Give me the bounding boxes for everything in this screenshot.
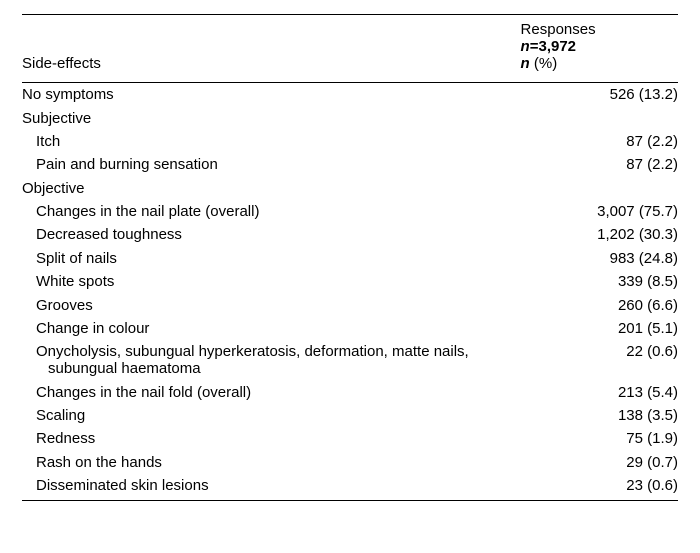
row-label: Rash on the hands xyxy=(22,454,521,471)
table-row: Disseminated skin lesions23 (0.6) xyxy=(22,474,678,501)
table-row: Onycholysis, subungual hyperkeratosis, d… xyxy=(22,340,678,380)
row-label: Objective xyxy=(22,180,85,197)
table-row: No symptoms 526 (13.2) xyxy=(22,83,678,107)
table-container: Side-effects Responses n=3,972 n (%) No … xyxy=(0,0,700,553)
table-row: Rash on the hands29 (0.7) xyxy=(22,451,678,474)
header-n-symbol: n xyxy=(521,38,530,55)
col-header-side-effects: Side-effects xyxy=(22,15,521,83)
row-label: Pain and burning sensation xyxy=(22,156,521,173)
row-label-cell: Rash on the hands xyxy=(22,451,521,474)
row-label-cell: Split of nails xyxy=(22,247,521,270)
row-label-cell: Changes in the nail fold (overall) xyxy=(22,381,521,404)
table-row: Pain and burning sensation87 (2.2) xyxy=(22,153,678,176)
row-label-cell: Itch xyxy=(22,130,521,153)
row-label: Redness xyxy=(22,430,521,447)
row-value-cell: 260 (6.6) xyxy=(521,293,678,316)
row-label: Decreased toughness xyxy=(22,226,521,243)
row-label-cell: Subjective xyxy=(22,106,521,129)
col-header-responses: Responses n=3,972 n (%) xyxy=(521,15,678,83)
row-label-cell: Disseminated skin lesions xyxy=(22,474,521,501)
row-label-cell: Objective xyxy=(22,177,521,200)
table-row: Subjective xyxy=(22,106,678,129)
row-value-cell: 3,007 (75.7) xyxy=(521,200,678,223)
table-row: Itch87 (2.2) xyxy=(22,130,678,153)
row-label: Changes in the nail plate (overall) xyxy=(22,203,521,220)
row-label-cell: White spots xyxy=(22,270,521,293)
row-value-cell xyxy=(521,177,678,200)
row-value-cell: 87 (2.2) xyxy=(521,130,678,153)
row-value-cell: 75 (1.9) xyxy=(521,427,678,450)
side-effects-table: Side-effects Responses n=3,972 n (%) No … xyxy=(22,14,678,501)
table-row: Redness75 (1.9) xyxy=(22,427,678,450)
side-effects-label: Side-effects xyxy=(22,55,101,72)
row-label: Changes in the nail fold (overall) xyxy=(22,384,521,401)
row-value-cell xyxy=(521,106,678,129)
row-value-cell: 23 (0.6) xyxy=(521,474,678,501)
header-total: 3,972 xyxy=(538,38,576,55)
row-value-cell: 201 (5.1) xyxy=(521,317,678,340)
header-pct: (%) xyxy=(530,55,558,72)
row-value-cell: 339 (8.5) xyxy=(521,270,678,293)
row-value-cell: 87 (2.2) xyxy=(521,153,678,176)
row-value-cell: 29 (0.7) xyxy=(521,451,678,474)
row-label-cell: No symptoms xyxy=(22,83,521,107)
row-value-cell: 22 (0.6) xyxy=(521,340,678,380)
table-row: Decreased toughness1,202 (30.3) xyxy=(22,223,678,246)
row-label: Scaling xyxy=(22,407,521,424)
row-label: Grooves xyxy=(22,297,521,314)
row-label-cell: Pain and burning sensation xyxy=(22,153,521,176)
row-label: Itch xyxy=(22,133,521,150)
row-value-cell: 526 (13.2) xyxy=(521,83,678,107)
table-row: Objective xyxy=(22,177,678,200)
table-header-row: Side-effects Responses n=3,972 n (%) xyxy=(22,15,678,83)
row-value-cell: 138 (3.5) xyxy=(521,404,678,427)
row-label: No symptoms xyxy=(22,86,114,103)
row-label-cell: Changes in the nail plate (overall) xyxy=(22,200,521,223)
table-row: White spots339 (8.5) xyxy=(22,270,678,293)
table-row: Scaling138 (3.5) xyxy=(22,404,678,427)
row-label-cell: Onycholysis, subungual hyperkeratosis, d… xyxy=(22,340,521,380)
row-value-cell: 1,202 (30.3) xyxy=(521,223,678,246)
row-label-cell: Redness xyxy=(22,427,521,450)
table-row: Changes in the nail plate (overall)3,007… xyxy=(22,200,678,223)
row-value-cell: 983 (24.8) xyxy=(521,247,678,270)
row-label: Disseminated skin lesions xyxy=(22,477,521,494)
row-label-cell: Grooves xyxy=(22,293,521,316)
header-n-symbol-2: n xyxy=(521,55,530,72)
row-label: Change in colour xyxy=(22,320,521,337)
row-label-cell: Scaling xyxy=(22,404,521,427)
row-label: Split of nails xyxy=(22,250,521,267)
row-value-cell: 213 (5.4) xyxy=(521,381,678,404)
row-label: White spots xyxy=(22,273,521,290)
responses-label: Responses xyxy=(521,21,596,38)
row-label-cell: Change in colour xyxy=(22,317,521,340)
table-row: Grooves260 (6.6) xyxy=(22,293,678,316)
row-label: Onycholysis, subungual hyperkeratosis, d… xyxy=(22,343,521,377)
table-row: Changes in the nail fold (overall)213 (5… xyxy=(22,381,678,404)
row-label-cell: Decreased toughness xyxy=(22,223,521,246)
table-body: No symptoms 526 (13.2) Subjective Itch87 (2… xyxy=(22,83,678,501)
row-label: Subjective xyxy=(22,110,91,127)
table-row: Split of nails983 (24.8) xyxy=(22,247,678,270)
table-row: Change in colour201 (5.1) xyxy=(22,317,678,340)
